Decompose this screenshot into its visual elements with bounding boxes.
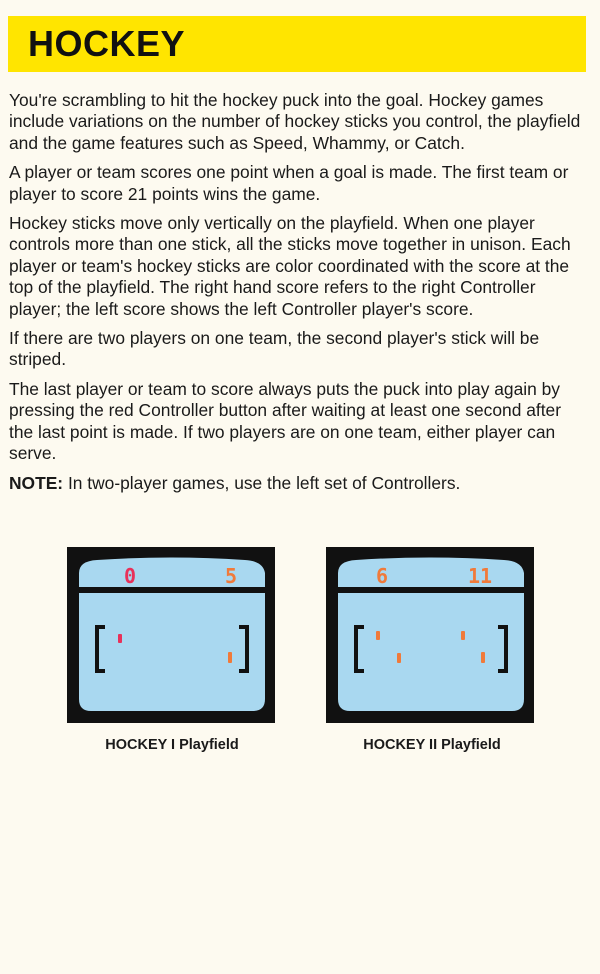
divider — [79, 587, 265, 591]
note-label: NOTE: — [9, 472, 64, 493]
divider — [338, 587, 524, 591]
paragraph-intro: You're scrambling to hit the hockey puck… — [9, 90, 581, 153]
score-left: 6 — [376, 564, 388, 588]
left-stick-2 — [397, 653, 401, 663]
left-stick — [118, 634, 122, 643]
score-header — [79, 557, 265, 589]
score-right: 11 — [468, 564, 492, 588]
paragraph-teams: If there are two players on one team, th… — [9, 328, 540, 370]
note: NOTE: In two-player games, use the left … — [9, 473, 589, 494]
page-title: HOCKEY — [28, 23, 186, 64]
right-stick — [228, 652, 232, 663]
score-right: 5 — [225, 564, 237, 588]
score-header — [338, 557, 524, 589]
hockey-1-playfield-figure: 0 5 — [67, 547, 275, 723]
title-bar: HOCKEY — [8, 16, 586, 72]
paragraph-serve: The last player or team to score always … — [9, 378, 561, 464]
playfield — [79, 593, 265, 711]
right-stick-1 — [461, 631, 465, 640]
note-text: In two-player games, use the left set of… — [63, 472, 461, 493]
left-goal — [354, 625, 364, 673]
body-text: You're scrambling to hit the hockey puck… — [9, 90, 589, 502]
left-stick-1 — [376, 631, 380, 640]
paragraph-scoring: A player or team scores one point when a… — [9, 162, 569, 204]
caption-hockey-2: HOCKEY II Playfield — [363, 737, 501, 753]
right-goal — [498, 625, 508, 673]
left-goal — [95, 625, 105, 673]
right-stick-2 — [481, 652, 485, 663]
playfield — [338, 593, 524, 711]
score-left: 0 — [124, 564, 136, 588]
caption-hockey-1: HOCKEY I Playfield — [105, 737, 239, 753]
hockey-2-playfield-figure: 6 11 — [326, 547, 534, 723]
right-goal — [239, 625, 249, 673]
paragraph-sticks: Hockey sticks move only vertically on th… — [9, 213, 571, 319]
